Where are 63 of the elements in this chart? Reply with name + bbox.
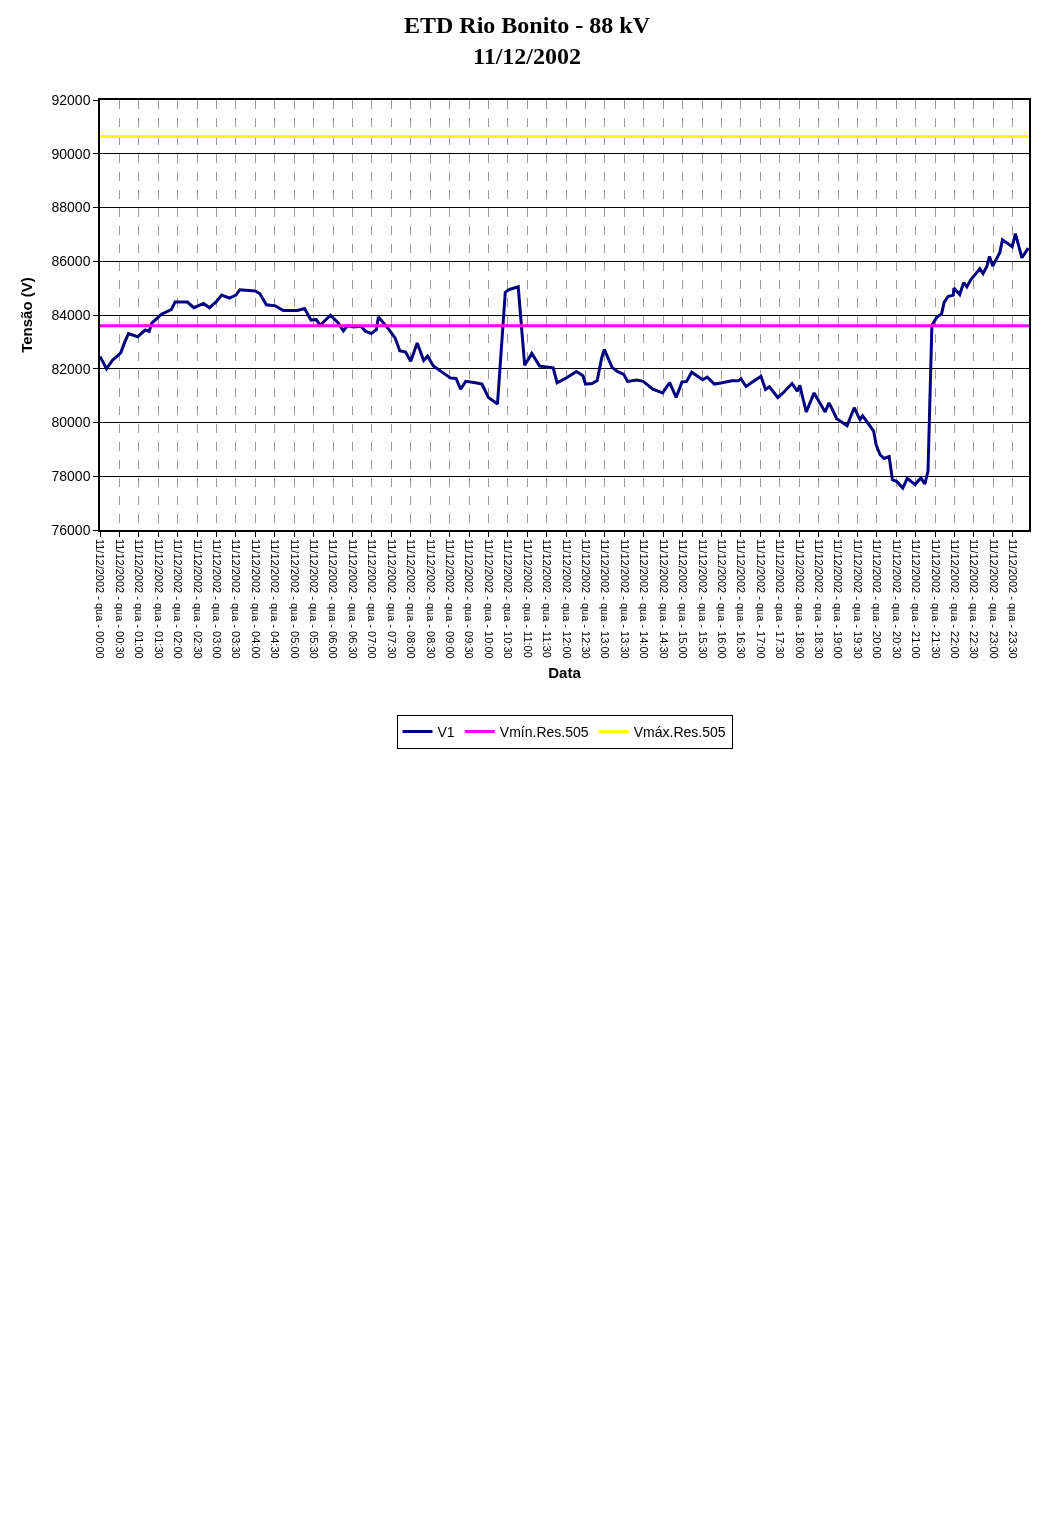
x-tick-label: 11/12/2002 - qua - 12:30 — [579, 538, 592, 659]
x-tick-label: 11/12/2002 - qua - 03:30 — [230, 538, 243, 659]
x-tick-label: 11/12/2002 - qua - 05:30 — [308, 538, 321, 659]
legend-label: Vmáx.Res.505 — [633, 723, 726, 740]
y-tick-label: 84000 — [51, 306, 91, 323]
x-tick-label: 11/12/2002 - qua - 17:00 — [754, 538, 767, 659]
x-tick-label: 11/12/2002 - qua - 19:30 — [851, 538, 864, 659]
x-tick-label: 11/12/2002 - qua - 22:30 — [968, 538, 981, 659]
x-tick-label: 11/12/2002 - qua - 18:30 — [813, 538, 826, 659]
x-tick-label: 11/12/2002 - qua - 22:00 — [948, 538, 961, 659]
x-tick-label: 11/12/2002 - qua - 21:00 — [910, 538, 923, 659]
x-axis-title: Data — [548, 664, 582, 682]
x-tick-label: 11/12/2002 - qua - 02:30 — [191, 538, 204, 659]
x-tick-label: 11/12/2002 - qua - 04:30 — [269, 538, 282, 659]
x-tick-label: 11/12/2002 - qua - 08:00 — [405, 538, 418, 659]
y-tick-label: 86000 — [51, 253, 91, 270]
x-tick-label: 11/12/2002 - qua - 16:00 — [715, 538, 728, 659]
y-tick-label: 92000 — [51, 91, 91, 108]
x-tick-label: 11/12/2002 - qua - 03:00 — [210, 538, 223, 659]
x-tick-label: 11/12/2002 - qua - 14:00 — [638, 538, 651, 659]
x-tick-label: 11/12/2002 - qua - 23:00 — [987, 538, 1000, 659]
legend-label: Vmín.Res.505 — [499, 723, 589, 740]
x-tick-label: 11/12/2002 - qua - 09:30 — [463, 538, 476, 659]
x-tick-label: 11/12/2002 - qua - 00:30 — [113, 538, 126, 659]
x-tick-label: 11/12/2002 - qua - 12:00 — [560, 538, 573, 659]
x-tick-label: 11/12/2002 - qua - 10:30 — [502, 538, 515, 659]
y-axis-title: Tensão (V) — [18, 277, 36, 353]
x-tick-label: 11/12/2002 - qua - 01:00 — [133, 538, 146, 659]
x-tick-label: 11/12/2002 - qua - 19:00 — [832, 538, 845, 659]
y-tick-label: 80000 — [51, 414, 91, 431]
y-tick-label: 88000 — [51, 199, 91, 216]
y-tick-label: 82000 — [51, 360, 91, 377]
x-tick-label: 11/12/2002 - qua - 20:30 — [890, 538, 903, 659]
x-tick-label: 11/12/2002 - qua - 11:00 — [521, 538, 534, 658]
x-tick-label: 11/12/2002 - qua - 18:00 — [793, 538, 806, 659]
x-tick-label: 11/12/2002 - qua - 11:30 — [541, 538, 554, 658]
x-tick-label: 11/12/2002 - qua - 16:30 — [735, 538, 748, 659]
x-tick-label: 11/12/2002 - qua - 00:00 — [94, 538, 107, 659]
x-tick-label: 11/12/2002 - qua - 15:30 — [696, 538, 709, 659]
x-tick-label: 11/12/2002 - qua - 21:30 — [929, 538, 942, 659]
x-tick-label: 11/12/2002 - qua - 09:00 — [444, 538, 457, 659]
x-tick-label: 11/12/2002 - qua - 04:00 — [249, 538, 262, 659]
x-tick-label: 11/12/2002 - qua - 06:00 — [327, 538, 340, 659]
x-tick-label: 11/12/2002 - qua - 15:00 — [677, 538, 690, 659]
x-tick-label: 11/12/2002 - qua - 06:30 — [346, 538, 359, 659]
x-tick-label: 11/12/2002 - qua - 14:30 — [657, 538, 670, 659]
x-tick-label: 11/12/2002 - qua - 20:00 — [871, 538, 884, 659]
y-tick-label: 76000 — [51, 521, 91, 538]
y-tick-label: 90000 — [51, 145, 91, 162]
x-tick-label: 11/12/2002 - qua - 10:00 — [482, 538, 495, 659]
x-tick-label: 11/12/2002 - qua - 17:30 — [774, 538, 787, 659]
x-tick-label: 11/12/2002 - qua - 02:00 — [172, 538, 185, 659]
x-tick-label: 11/12/2002 - qua - 13:00 — [599, 538, 612, 659]
chart-title: ETD Rio Bonito - 88 kV 11/12/2002 — [403, 11, 651, 69]
legend-label: V1 — [437, 723, 455, 740]
x-tick-label: 11/12/2002 - qua - 13:30 — [618, 538, 631, 659]
y-tick-label: 78000 — [51, 468, 91, 485]
x-tick-label: 11/12/2002 - qua - 01:30 — [152, 538, 165, 659]
x-tick-label: 11/12/2002 - qua - 23:30 — [1007, 538, 1020, 659]
x-tick-label: 11/12/2002 - qua - 08:30 — [424, 538, 437, 659]
x-tick-label: 11/12/2002 - qua - 07:30 — [385, 538, 398, 659]
x-tick-label: 11/12/2002 - qua - 07:00 — [366, 538, 379, 659]
x-tick-label: 11/12/2002 - qua - 05:00 — [288, 538, 301, 659]
